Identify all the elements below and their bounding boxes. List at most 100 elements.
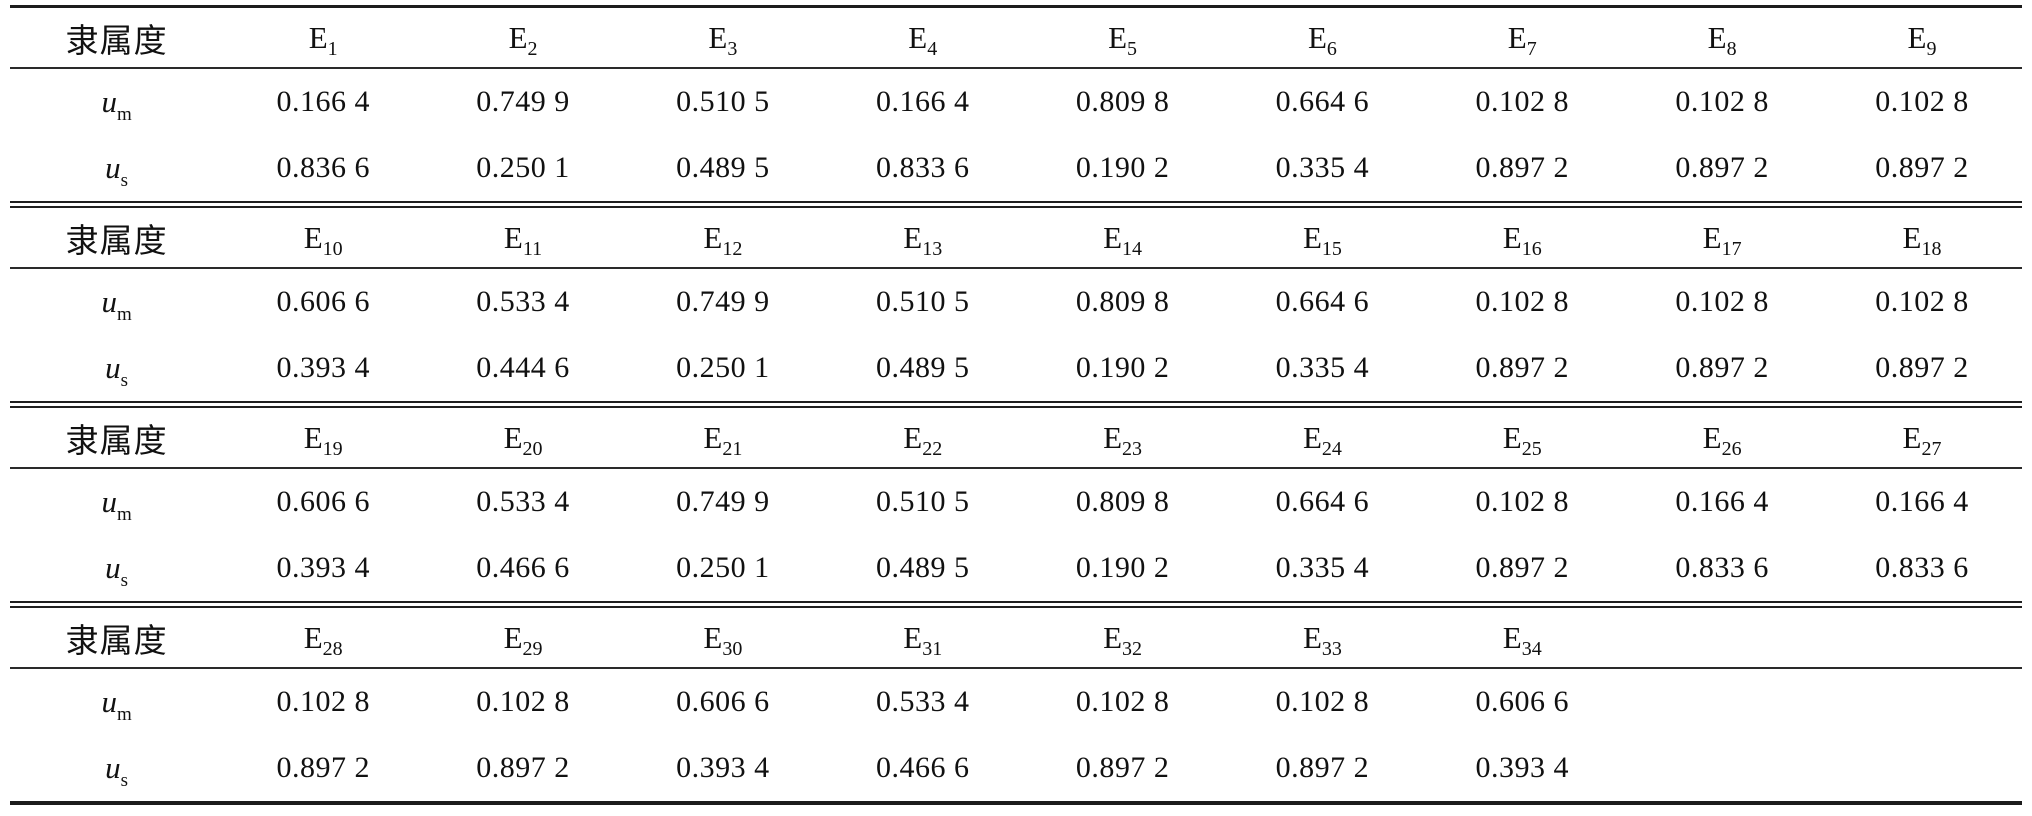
expert-column-label: E20 [503, 419, 543, 459]
expert-label-base: E [708, 19, 728, 55]
expert-label-base: E [903, 219, 923, 255]
value-cell: 0.190 2 [1023, 135, 1223, 205]
membership-value: 0.533 4 [875, 685, 970, 718]
u-label-base: u [101, 84, 117, 119]
membership-value: 0.335 4 [1275, 351, 1370, 384]
expert-label-base: E [1902, 419, 1922, 455]
expert-label-subscript: 3 [727, 37, 738, 60]
u-label-base: u [105, 750, 121, 785]
u-label-base: u [101, 684, 117, 719]
value-cell: 0.809 8 [1023, 268, 1223, 335]
column-header-cell: E18 [1822, 201, 2022, 269]
expert-label-base: E [1103, 619, 1123, 655]
membership-value: 0.190 2 [1075, 551, 1170, 584]
expert-label-base: E [308, 19, 328, 55]
row-label-cell: us [10, 535, 223, 605]
row-label-cell: um [10, 668, 223, 735]
us-row-label: us [105, 550, 128, 590]
expert-label-subscript: 32 [1122, 637, 1143, 660]
section-header-row: 隶属度 E1 E2 E3 E4 E5 E6 E7 E8 E9 [10, 6, 2022, 69]
expert-column-label: E12 [703, 220, 742, 259]
expert-label-subscript: 14 [1122, 237, 1143, 260]
expert-column-label: E4 [908, 19, 937, 59]
column-header-cell: E11 [423, 201, 623, 269]
um-row: um 0.606 6 0.533 4 0.749 9 0.510 5 0.809 8 0.6… [10, 468, 2022, 535]
column-header-cell: E17 [1622, 201, 1823, 269]
expert-label-subscript: 30 [722, 637, 743, 660]
expert-label-subscript: 9 [1926, 37, 1937, 60]
value-cell: 0.533 4 [423, 468, 623, 535]
column-header-cell: E28 [223, 601, 424, 669]
membership-value: 0.166 4 [875, 85, 970, 118]
value-cell: 0.250 1 [623, 535, 823, 605]
expert-column-label: E24 [1303, 420, 1342, 459]
membership-value: 0.510 5 [676, 85, 770, 118]
value-cell: 0.749 9 [423, 68, 623, 135]
membership-value: 0.393 4 [276, 551, 370, 584]
membership-value: 0.809 8 [1075, 485, 1170, 518]
membership-value: 0.102 8 [1075, 685, 1170, 718]
expert-label-base: E [1502, 419, 1522, 455]
expert-label-subscript: 22 [922, 437, 943, 460]
expert-label-base: E [1702, 419, 1722, 455]
expert-label-base: E [1103, 219, 1123, 255]
value-cell: 0.510 5 [823, 268, 1023, 335]
expert-label-base: E [908, 19, 928, 55]
membership-value: 0.749 9 [476, 85, 570, 118]
value-cell: 0.335 4 [1222, 335, 1422, 405]
column-header-cell: E1 [223, 6, 424, 69]
expert-label-base: E [503, 419, 523, 455]
value-cell: 0.664 6 [1222, 68, 1422, 135]
column-header-cell: E2 [423, 6, 623, 69]
membership-value: 0.190 2 [1075, 151, 1170, 184]
column-header-cell: E20 [423, 401, 623, 469]
membership-value: 0.664 6 [1275, 485, 1370, 518]
expert-label-subscript: 5 [1127, 37, 1138, 60]
expert-label-subscript: 10 [322, 237, 343, 260]
value-cell: 0.393 4 [223, 335, 423, 405]
membership-value: 0.606 6 [276, 285, 370, 318]
u-label-base: u [105, 150, 121, 185]
expert-label-subscript: 34 [1521, 637, 1542, 660]
expert-column-label: E25 [1502, 419, 1542, 459]
membership-value: 0.102 8 [276, 685, 370, 718]
membership-header-cell: 隶属度 [10, 401, 224, 469]
membership-value: 0.250 1 [676, 551, 770, 584]
membership-value: 0.897 2 [1875, 151, 1969, 184]
membership-value: 0.466 6 [476, 551, 570, 584]
expert-label-base: E [1902, 219, 1922, 255]
expert-label-base: E [1502, 619, 1522, 655]
column-header-cell: E34 [1422, 601, 1623, 669]
expert-label-subscript: 33 [1321, 637, 1342, 660]
expert-column-label: E34 [1502, 619, 1542, 659]
expert-label-base: E [1507, 19, 1527, 55]
expert-label-base: E [1707, 19, 1727, 55]
value-cell: 0.102 8 [1822, 268, 2022, 335]
value-cell: 0.606 6 [623, 668, 823, 735]
us-row-label: us [105, 150, 128, 190]
membership-value: 0.190 2 [1075, 351, 1170, 384]
value-cell: 0.250 1 [623, 335, 823, 405]
expert-column-label: E28 [304, 620, 343, 659]
us-row: us 0.393 4 0.466 6 0.250 1 0.489 5 0.190 2 0.3… [10, 535, 2022, 605]
empty-cell [1822, 735, 2022, 803]
expert-column-label: E18 [1902, 219, 1942, 259]
value-cell: 0.897 2 [1622, 335, 1822, 405]
expert-label-subscript: 2 [527, 37, 538, 60]
expert-column-label: E11 [504, 220, 542, 259]
column-header-cell: E27 [1822, 401, 2022, 469]
value-cell: 0.102 8 [1422, 68, 1622, 135]
expert-column-label: E31 [903, 620, 942, 659]
membership-value: 0.749 9 [676, 485, 770, 518]
column-header-cell: E32 [1022, 601, 1223, 669]
membership-value: 0.393 4 [676, 751, 770, 784]
column-header-cell: E30 [622, 601, 823, 669]
membership-value: 0.250 1 [676, 351, 770, 384]
membership-value: 0.102 8 [1675, 285, 1769, 318]
column-header-cell: E21 [622, 401, 823, 469]
value-cell: 0.102 8 [1622, 268, 1822, 335]
empty-header-cell [1822, 601, 2022, 669]
u-label-subscript: s [120, 770, 129, 791]
expert-label-subscript: 13 [922, 237, 943, 260]
value-cell: 0.664 6 [1222, 268, 1422, 335]
